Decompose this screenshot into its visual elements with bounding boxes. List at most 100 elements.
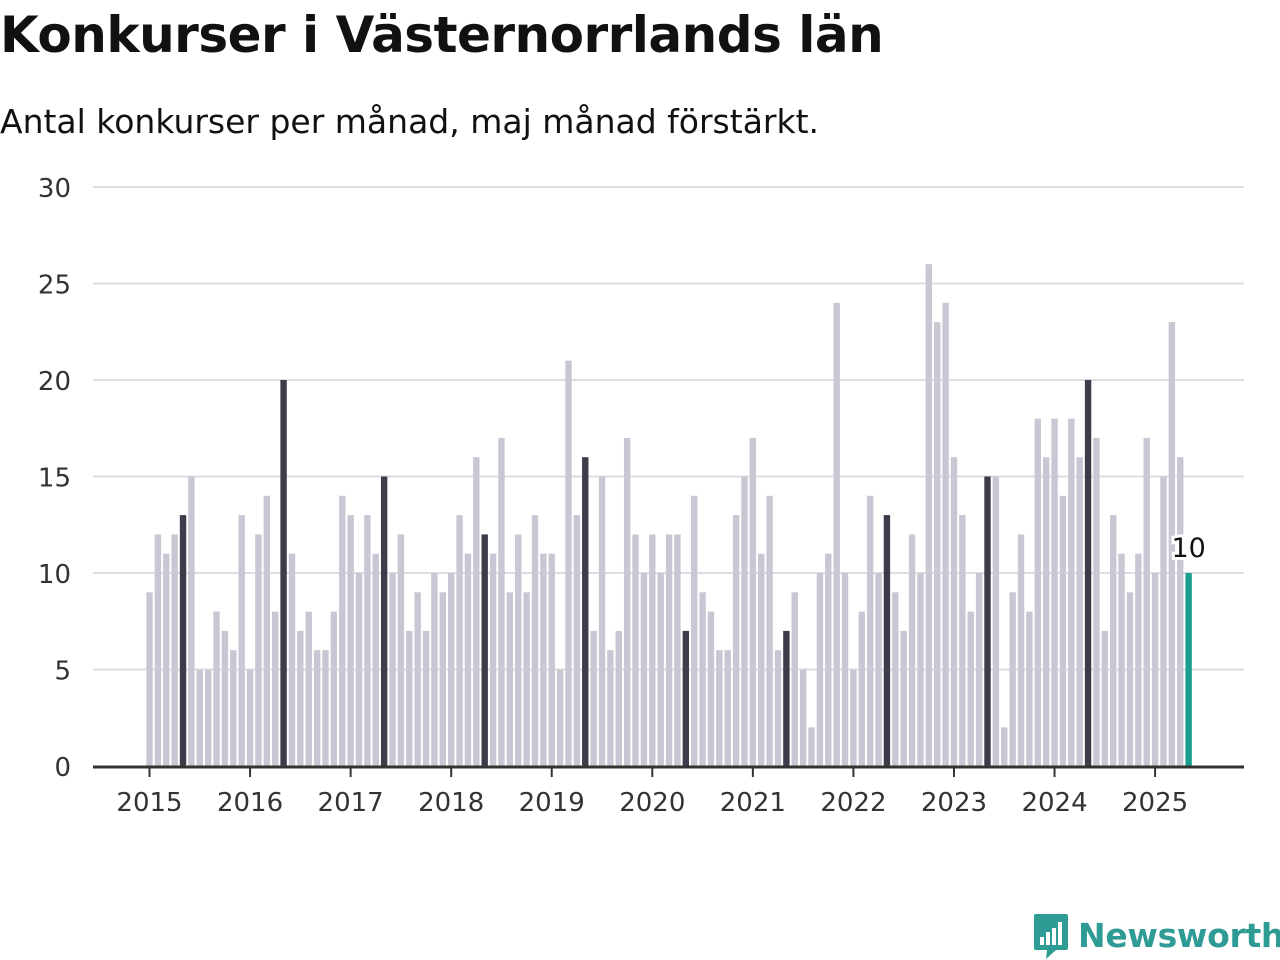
bar <box>665 534 673 766</box>
bar <box>246 669 254 766</box>
chart-title: Konkurser i Västernorrlands län <box>0 6 884 64</box>
bar <box>657 573 664 766</box>
bar <box>816 573 824 766</box>
bar-highlight <box>179 515 187 766</box>
bar <box>1160 476 1167 766</box>
bar <box>615 630 622 766</box>
bar <box>850 669 857 766</box>
bar <box>640 573 648 766</box>
bar <box>934 322 941 766</box>
bar-highlight <box>380 476 388 766</box>
bar <box>833 302 840 766</box>
latest-value-text: 10 <box>1171 533 1205 564</box>
bar <box>163 553 170 766</box>
bar <box>825 553 832 766</box>
bar <box>506 592 514 766</box>
bar <box>758 553 765 766</box>
bar <box>866 495 874 766</box>
bar <box>523 592 530 766</box>
bar <box>707 611 715 766</box>
bar <box>1151 573 1159 766</box>
bar <box>489 553 497 766</box>
newsworthy-logo-text: Newsworthy <box>1078 915 1280 955</box>
bar <box>1126 592 1134 766</box>
bar-latest <box>1185 573 1192 766</box>
bar <box>691 495 698 766</box>
y-tick-label: 10 <box>38 560 71 590</box>
bar <box>230 650 237 766</box>
bar-highlight <box>481 534 488 766</box>
chart-subtitle: Antal konkurser per månad, maj månad för… <box>0 102 820 141</box>
x-axis-ticks: 2015 2016 2017 2018 2019 2020 2021 2022 2023 2024… <box>116 768 1188 818</box>
bar <box>741 476 748 766</box>
bar <box>766 495 773 766</box>
bar <box>1110 515 1117 766</box>
bar-highlight <box>783 630 790 766</box>
y-tick-label: 5 <box>54 657 71 687</box>
bar <box>1177 457 1184 766</box>
x-tick-label: 2017 <box>318 788 384 818</box>
bar <box>515 534 522 766</box>
bar <box>473 457 480 766</box>
bar <box>699 592 706 766</box>
bar <box>531 515 539 766</box>
bar <box>607 650 614 766</box>
bar <box>808 727 815 766</box>
bar <box>1017 534 1025 766</box>
y-tick-label: 15 <box>38 464 71 494</box>
y-tick-label: 20 <box>38 367 71 397</box>
bar <box>908 534 916 766</box>
bar <box>632 534 639 766</box>
bar <box>1034 418 1041 766</box>
bar <box>305 611 312 766</box>
bar <box>975 573 983 766</box>
bar <box>313 650 321 766</box>
bar <box>649 534 656 766</box>
bar <box>322 650 329 766</box>
bar <box>364 515 371 766</box>
bar <box>1042 457 1050 766</box>
bar <box>221 630 229 766</box>
y-tick-label: 0 <box>54 753 71 783</box>
bar <box>431 573 438 766</box>
bar <box>498 437 505 766</box>
bar <box>255 534 262 766</box>
bar <box>1059 495 1067 766</box>
bar <box>590 630 597 766</box>
x-tick-label: 2016 <box>217 788 283 818</box>
bar <box>716 650 723 766</box>
bar <box>171 534 178 766</box>
bar <box>1093 437 1100 766</box>
bar <box>841 573 849 766</box>
bar <box>565 360 572 766</box>
x-tick-label: 2018 <box>418 788 484 818</box>
bar <box>959 515 966 766</box>
bar <box>774 650 782 766</box>
bar <box>732 515 740 766</box>
bar-highlight <box>984 476 991 766</box>
bar <box>464 553 472 766</box>
bar <box>414 592 421 766</box>
bar <box>1026 611 1033 766</box>
bar <box>598 476 606 766</box>
bar <box>540 553 547 766</box>
bar <box>858 611 865 766</box>
bar <box>263 495 271 766</box>
bar <box>347 515 354 766</box>
bar <box>146 592 153 766</box>
bar <box>548 553 555 766</box>
bar <box>1068 418 1075 766</box>
bar <box>1168 322 1176 766</box>
bar <box>749 437 757 766</box>
bar-highlight <box>1084 380 1092 766</box>
bar <box>272 611 279 766</box>
bar <box>791 592 798 766</box>
bar <box>213 611 220 766</box>
latest-value-label: 10 <box>1168 530 1208 567</box>
bar <box>950 457 958 766</box>
bars <box>146 264 1192 766</box>
bar <box>339 495 346 766</box>
bar <box>875 573 882 766</box>
bar <box>297 630 304 766</box>
